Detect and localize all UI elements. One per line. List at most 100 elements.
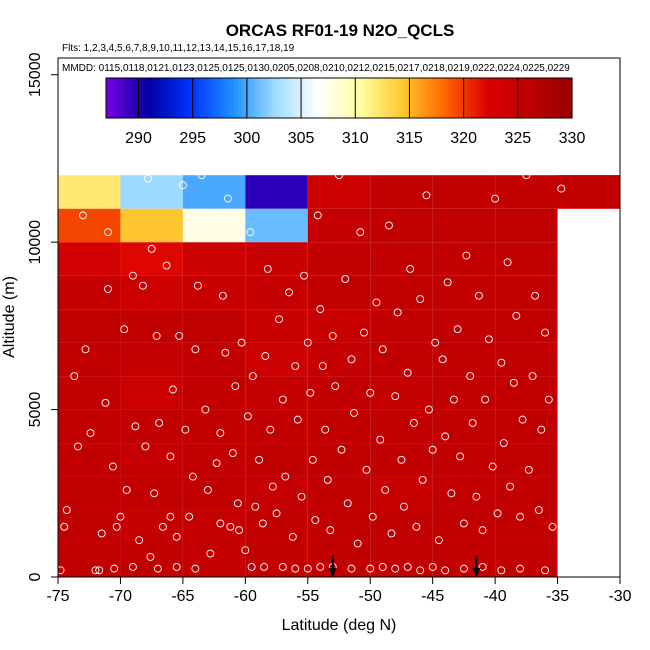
- colorbar-tick-label: 330: [559, 130, 586, 147]
- colorbar-segment: [300, 78, 305, 118]
- observation-point: [531, 291, 540, 300]
- observation-point: [416, 566, 425, 575]
- colorbar-tick-label: 300: [234, 130, 261, 147]
- colorbar-segment: [144, 78, 150, 118]
- heatmap-cell: [495, 275, 558, 310]
- heatmap-cell: [307, 175, 371, 209]
- colorbar-segment: [342, 78, 348, 118]
- observation-point: [534, 506, 543, 514]
- observation-point: [278, 563, 287, 571]
- observation-point: [62, 506, 71, 514]
- colorbar-tick-label: 320: [450, 130, 477, 147]
- heatmap-cell: [245, 409, 308, 444]
- colorbar-segment: [366, 78, 371, 118]
- observation-point: [422, 191, 431, 200]
- colorbar-segment: [296, 78, 301, 118]
- colorbar-segment: [292, 78, 297, 118]
- heatmap-cell: [182, 309, 246, 343]
- heatmap-cell: [182, 443, 246, 477]
- observation-point: [110, 564, 119, 573]
- colorbar-segment: [552, 78, 558, 118]
- colorbar-segment: [389, 78, 394, 118]
- observation-point: [509, 378, 518, 387]
- observation-point: [397, 455, 406, 464]
- observation-point: [212, 459, 221, 468]
- observation-point: [143, 174, 152, 183]
- colorbar-segment: [509, 78, 515, 118]
- colorbar-segment: [319, 78, 325, 118]
- heatmap-cell: [495, 476, 558, 511]
- observation-point: [128, 271, 137, 280]
- flights-line: Flts: 1,2,3,4,5,6,7,8,9,10,11,12,13,14,1…: [62, 43, 295, 54]
- observation-point: [291, 362, 300, 371]
- x-tick-label: -65: [171, 588, 194, 605]
- colorbar-tick-label: 295: [179, 130, 206, 147]
- heatmap-cell: [245, 443, 308, 477]
- observation-point: [263, 264, 272, 273]
- observation-point: [343, 499, 352, 508]
- observation-point: [544, 395, 553, 404]
- colorbar-segment: [358, 78, 363, 118]
- observation-point: [147, 244, 156, 253]
- observation-points: [56, 171, 566, 575]
- colorbar-tick-label: 325: [504, 130, 531, 147]
- heatmap-cell: [245, 510, 308, 544]
- heatmap-cell: [307, 376, 371, 410]
- observation-point: [210, 211, 219, 220]
- observation-point: [291, 564, 300, 573]
- observation-point: [306, 388, 315, 397]
- x-tick-label: -45: [421, 588, 444, 605]
- colorbar-segment: [381, 78, 387, 118]
- y-axis-title: Altitude (m): [1, 276, 18, 358]
- observation-point: [557, 184, 566, 193]
- heatmap-cell: [370, 309, 433, 343]
- colorbar-segment: [370, 78, 375, 118]
- heatmap-cell: [120, 309, 183, 343]
- observation-point: [341, 275, 350, 283]
- heatmap-cell: [182, 275, 246, 310]
- heatmap-cell: [58, 409, 121, 444]
- heatmap-cell: [495, 342, 558, 377]
- colorbar-segment: [393, 78, 398, 118]
- colorbar-segment: [218, 78, 224, 118]
- observation-point: [403, 368, 412, 377]
- observation-point: [456, 452, 465, 461]
- arrow-head: [328, 568, 337, 577]
- heatmap-cell: [58, 443, 121, 477]
- mmdd-line: MMDD: 0115,0118,0121,0123,0125,0125,0130…: [62, 63, 570, 74]
- colorbar-segment: [424, 78, 429, 118]
- observation-point: [493, 509, 502, 518]
- colorbar-segment: [486, 78, 492, 118]
- observation-point: [462, 251, 471, 260]
- colorbar-segment: [521, 78, 526, 118]
- observation-point: [391, 564, 400, 573]
- colorbar-tick-label: 290: [125, 130, 152, 147]
- colorbar-segment: [335, 78, 340, 118]
- colorbar-segment: [416, 78, 422, 118]
- heatmap-cell: [495, 208, 558, 243]
- y-tick-label: 0: [27, 572, 44, 581]
- observation-point: [138, 281, 147, 290]
- colorbar-segment: [373, 78, 379, 118]
- observation-point: [235, 526, 244, 535]
- colorbar-segment: [474, 78, 480, 118]
- observation-point: [326, 526, 335, 535]
- observation-point: [449, 395, 458, 404]
- observation-point: [372, 298, 381, 307]
- observation-point: [175, 331, 184, 340]
- colorbar-segment: [140, 78, 146, 118]
- observation-point: [466, 372, 475, 381]
- colorbar-segment: [113, 78, 119, 118]
- colorbar-segment: [133, 78, 138, 118]
- heatmap-cell: [58, 376, 121, 410]
- observation-point: [272, 509, 281, 518]
- observation-point: [506, 482, 515, 491]
- observation-point: [366, 564, 375, 573]
- heatmap-cell: [58, 275, 121, 310]
- colorbar-segment: [117, 78, 123, 118]
- colorbar-segment: [168, 78, 173, 118]
- heatmap-cell: [245, 208, 308, 243]
- observation-point: [226, 522, 235, 531]
- observation-point: [412, 522, 421, 531]
- x-tick-label: -30: [608, 588, 631, 605]
